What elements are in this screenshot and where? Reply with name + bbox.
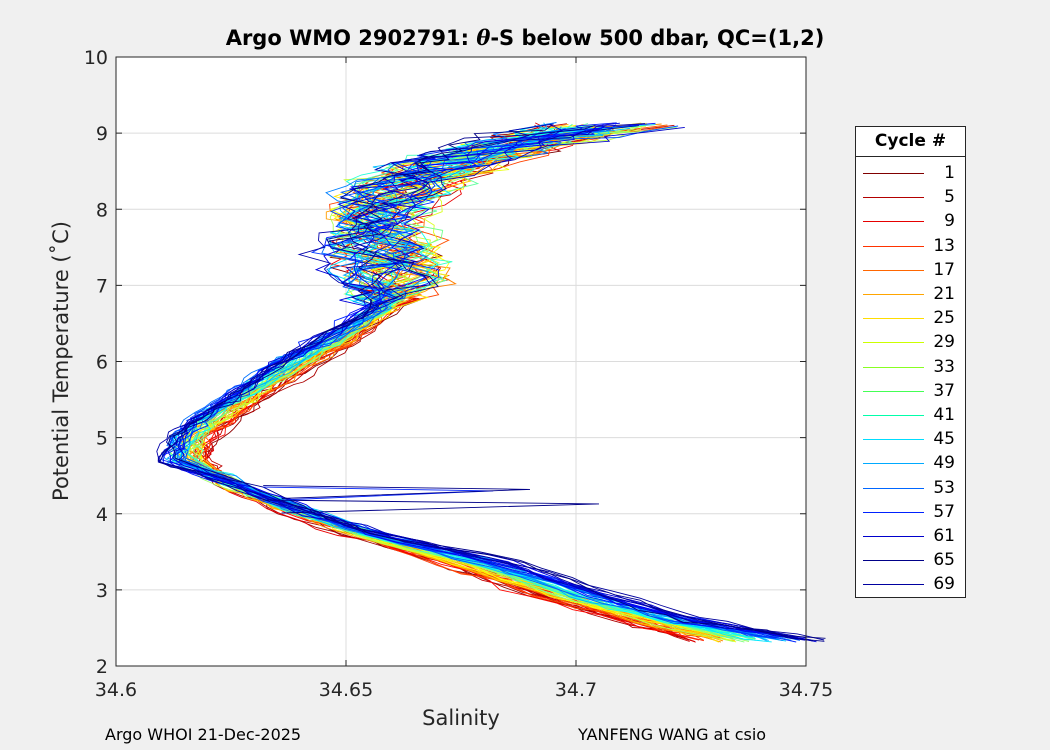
- legend-swatch: [863, 390, 924, 392]
- legend-label: 13: [933, 235, 955, 256]
- legend-swatch: [863, 415, 924, 416]
- x-tick-label: 34.65: [319, 679, 373, 701]
- legend-swatch: [863, 221, 924, 223]
- grid-lines: [116, 57, 806, 666]
- x-axis-label: Salinity: [422, 706, 500, 730]
- axis-ticks: 34.6 34.65 34.7 34.75 2 3 4 5 6 7 8 9 10: [84, 47, 833, 701]
- legend-item: 65: [856, 548, 965, 572]
- legend-item: 1: [856, 161, 965, 185]
- legend-item: 29: [856, 330, 965, 354]
- legend-label: 45: [933, 429, 955, 450]
- legend-swatch: [863, 294, 924, 295]
- legend-item: 21: [856, 282, 965, 306]
- chart-title: Argo WMO 2902791: θ-S below 500 dbar, QC…: [0, 25, 1050, 50]
- y-tick-label: 8: [96, 199, 108, 221]
- x-tick-label: 34.7: [555, 679, 597, 701]
- profile-line: [161, 124, 779, 639]
- legend-label: 41: [933, 405, 955, 425]
- legend-swatch: [863, 318, 924, 320]
- profile-line: [168, 124, 826, 639]
- y-tick-label: 2: [96, 656, 108, 678]
- y-tick-label: 10: [84, 47, 108, 69]
- legend-item: 5: [856, 185, 965, 209]
- legend-item: 41: [856, 403, 965, 427]
- y-axis-label: Potential Temperature (˚C): [49, 221, 73, 501]
- legend-swatch: [863, 197, 924, 199]
- title-prefix: Argo WMO 2902791:: [225, 26, 477, 50]
- y-tick-label: 6: [96, 352, 108, 374]
- legend-item: 33: [856, 355, 965, 379]
- legend-swatch: [863, 463, 924, 465]
- profile-curves: [156, 122, 826, 643]
- legend-swatch: [863, 560, 924, 562]
- legend-item: 53: [856, 476, 965, 500]
- legend-item: 57: [856, 500, 965, 524]
- legend-swatch: [863, 511, 924, 513]
- legend-label: 21: [933, 284, 955, 304]
- legend-title: Cycle #: [856, 127, 965, 157]
- legend: Cycle # 1 5 9 13 17 21 25 29 33 37 41 45 49 53 57 61 65 6…: [855, 126, 966, 598]
- legend-item: 69: [856, 572, 965, 596]
- legend-label: 29: [933, 332, 955, 353]
- legend-label: 49: [933, 453, 955, 474]
- y-tick-label: 4: [96, 504, 108, 526]
- profile-outlier: [263, 485, 531, 499]
- legend-label: 53: [933, 477, 955, 498]
- profile-line: [156, 123, 814, 642]
- legend-item: 37: [856, 379, 965, 403]
- footer-source: Argo WHOI 21-Dec-2025: [105, 725, 302, 744]
- legend-label: 25: [933, 308, 955, 329]
- legend-label: 5: [944, 187, 955, 208]
- legend-swatch: [863, 269, 924, 271]
- legend-item: 49: [856, 451, 965, 475]
- title-suffix: -S below 500 dbar, QC=(1,2): [490, 26, 825, 50]
- legend-label: 57: [933, 501, 955, 522]
- y-tick-label: 3: [96, 580, 108, 602]
- legend-label: 69: [933, 574, 955, 595]
- legend-swatch: [863, 536, 924, 537]
- legend-swatch: [863, 439, 924, 441]
- legend-swatch: [863, 342, 924, 344]
- profile-outlier: [263, 499, 600, 514]
- y-tick-label: 5: [96, 428, 108, 450]
- legend-item: 9: [856, 209, 965, 233]
- profile-line: [157, 125, 825, 641]
- legend-label: 9: [944, 211, 955, 232]
- y-tick-label: 9: [96, 123, 108, 145]
- legend-item: 45: [856, 427, 965, 451]
- legend-swatch: [863, 584, 924, 586]
- legend-swatch: [863, 487, 924, 489]
- legend-label: 33: [933, 356, 955, 377]
- title-theta: θ: [476, 25, 491, 50]
- legend-label: 1: [944, 163, 955, 183]
- legend-swatch: [863, 245, 924, 247]
- legend-swatch: [863, 173, 924, 174]
- profile-line: [157, 123, 806, 639]
- y-tick-label: 7: [96, 275, 108, 297]
- legend-label: 65: [933, 550, 955, 571]
- footer-author: YANFENG WANG at csio: [578, 725, 767, 744]
- legend-item: 13: [856, 234, 965, 258]
- legend-item: 61: [856, 524, 965, 548]
- x-tick-label: 34.6: [95, 679, 137, 701]
- legend-item: 25: [856, 306, 965, 330]
- legend-label: 61: [933, 526, 955, 546]
- x-tick-label: 34.75: [779, 679, 833, 701]
- legend-swatch: [863, 366, 924, 368]
- legend-label: 37: [933, 380, 955, 401]
- legend-label: 17: [933, 259, 955, 280]
- legend-item: 17: [856, 258, 965, 282]
